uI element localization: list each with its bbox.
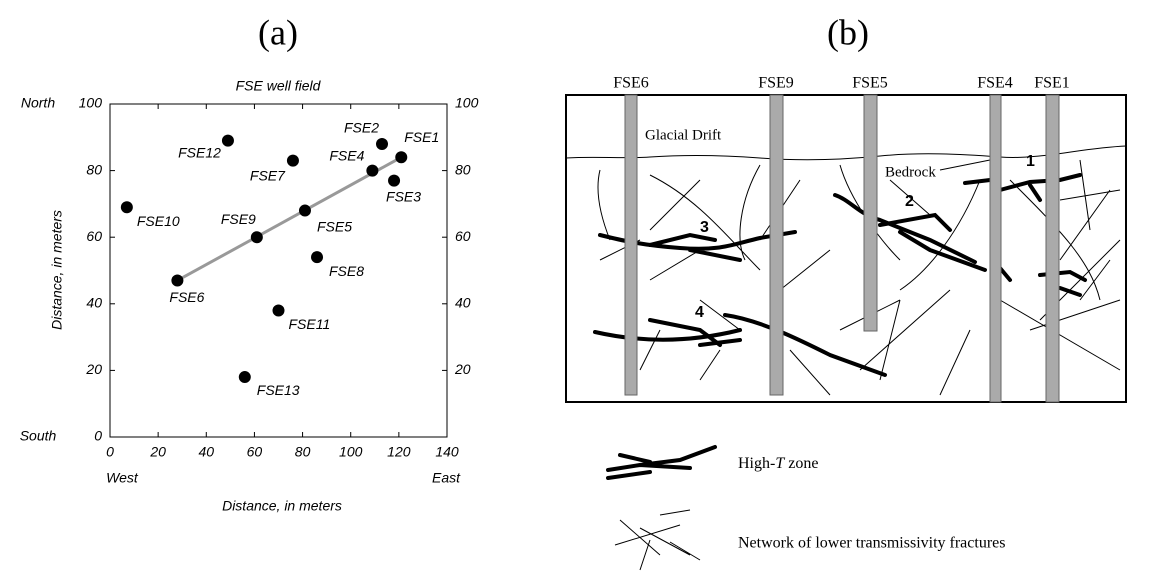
- zone-label: 2: [905, 193, 914, 210]
- west-label: West: [106, 470, 139, 486]
- cross-section: [565, 94, 1127, 403]
- wells: [624, 94, 1060, 403]
- y2-tick-label: 20: [454, 361, 471, 377]
- legend-network: Network of lower transmissivity fracture…: [738, 535, 1005, 552]
- point-label: FSE13: [257, 382, 300, 398]
- point: [171, 274, 184, 287]
- plot-frame: [109, 103, 448, 438]
- fit-line: [176, 155, 402, 282]
- point: [376, 137, 389, 150]
- point: [366, 164, 379, 177]
- x-tick-label: 40: [198, 444, 214, 460]
- point: [395, 151, 408, 164]
- y-tick-label: 80: [86, 161, 102, 177]
- point-label: FSE12: [178, 144, 221, 160]
- fractures: [597, 159, 1121, 396]
- well: [863, 94, 878, 332]
- well-label: FSE5: [852, 75, 888, 92]
- x-tick-label: 140: [435, 444, 459, 460]
- legend-text: zone: [784, 455, 818, 472]
- point: [221, 134, 234, 147]
- point-label: FSE11: [289, 316, 331, 332]
- layer-label: Glacial Drift: [645, 127, 722, 143]
- well: [769, 94, 784, 396]
- high-t-zones: [593, 173, 1087, 377]
- point-label: FSE10: [137, 213, 180, 229]
- well: [1045, 94, 1060, 403]
- legend-text: T: [775, 455, 785, 472]
- legend-high-t-symbol: [606, 445, 717, 480]
- drift-boundary: [565, 145, 1127, 161]
- legend-text: High-: [738, 455, 775, 472]
- zone-label: 1: [1026, 153, 1035, 170]
- x-tick-label: 80: [295, 444, 311, 460]
- x-tick-label: 120: [387, 444, 411, 460]
- y-tick-label: 20: [85, 361, 102, 377]
- y2-tick-label: 80: [455, 161, 471, 177]
- well: [624, 94, 638, 396]
- panel-label: (b): [827, 12, 869, 52]
- north-label: North: [21, 95, 55, 111]
- y-tick-label: 0: [94, 428, 102, 444]
- panel-label: (a): [258, 12, 298, 52]
- point: [286, 154, 299, 167]
- y2-tick-label: 40: [455, 295, 471, 311]
- point: [272, 304, 285, 317]
- y2-tick-label: 60: [455, 228, 471, 244]
- point-label: FSE6: [169, 289, 204, 305]
- point-label: FSE3: [386, 188, 421, 204]
- point: [298, 204, 311, 217]
- legend-network-symbol: [614, 509, 701, 571]
- chart-title: FSE well field: [236, 78, 322, 94]
- point: [238, 371, 251, 384]
- x-tick-label: 60: [247, 444, 263, 460]
- well-label: FSE4: [977, 75, 1013, 92]
- point: [311, 251, 324, 264]
- x-tick-label: 20: [149, 444, 166, 460]
- y2-tick-label: 100: [455, 95, 479, 111]
- y-tick-label: 60: [86, 228, 102, 244]
- point-label: FSE7: [250, 167, 286, 183]
- south-label: South: [20, 428, 57, 444]
- x-axis-label: Distance, in meters: [222, 498, 342, 514]
- point-label: FSE1: [404, 129, 439, 145]
- well: [989, 94, 1002, 403]
- point-label: FSE4: [329, 147, 364, 163]
- point-label: FSE5: [317, 218, 352, 234]
- point-label: FSE2: [344, 120, 379, 136]
- well-label: FSE6: [613, 75, 649, 92]
- point: [388, 174, 401, 187]
- point: [250, 231, 263, 244]
- legend-high-t: High-T zone: [738, 455, 818, 472]
- zone-label: 3: [700, 219, 709, 236]
- panel-b: (b) FSE6 FSE9 FSE5 FSE4 FSE1 Glacial Dri…: [565, 12, 1127, 571]
- zone-label: 4: [695, 304, 704, 321]
- x-tick-label: 100: [339, 444, 363, 460]
- well-label: FSE1: [1034, 75, 1070, 92]
- layer-label: Bedrock: [885, 164, 936, 180]
- y-tick-label: 40: [86, 295, 102, 311]
- well-label: FSE9: [758, 75, 794, 92]
- x-tick-label: 0: [106, 444, 114, 460]
- y-axis-label: Distance, in meters: [49, 210, 65, 330]
- panel-a: (a) FSE well field North South West East…: [20, 12, 479, 513]
- point: [120, 201, 133, 214]
- y-tick-label: 100: [79, 95, 103, 111]
- point-label: FSE8: [329, 263, 364, 279]
- point-label: FSE9: [221, 211, 256, 227]
- east-label: East: [432, 470, 461, 486]
